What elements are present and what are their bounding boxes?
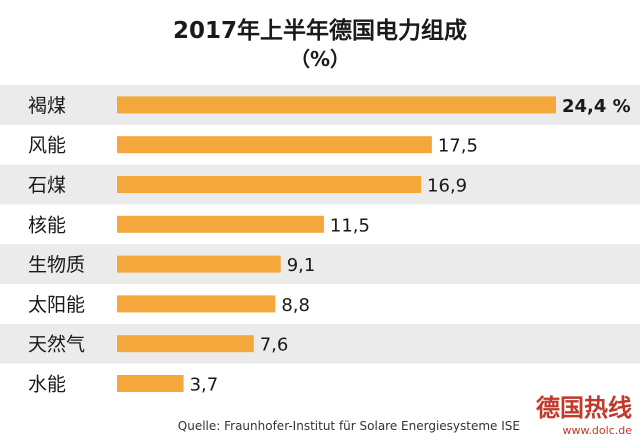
category-label: 生物质 [28, 254, 85, 276]
value-label: 16,9 [427, 176, 467, 197]
value-label: 24,4 % [562, 96, 631, 117]
bar [117, 255, 281, 273]
bar [117, 215, 324, 233]
category-label: 太阳能 [28, 294, 85, 316]
value-label: 8,8 [281, 295, 310, 316]
value-label: 9,1 [287, 255, 316, 276]
source-note: Quelle: Fraunhofer-Institut für Solare E… [178, 419, 520, 433]
value-label: 17,5 [438, 136, 478, 157]
bar [117, 96, 556, 114]
bar [117, 295, 276, 313]
category-label: 天然气 [28, 334, 85, 356]
chart-subtitle: （%） [290, 47, 350, 71]
category-label: 褐煤 [28, 95, 66, 117]
category-label: 石煤 [28, 175, 66, 197]
value-label: 7,6 [260, 335, 289, 356]
row-background [0, 244, 640, 284]
value-label: 3,7 [190, 375, 219, 396]
bar [117, 176, 422, 193]
bar [117, 136, 432, 154]
value-label: 11,5 [330, 215, 370, 236]
bar [117, 375, 184, 392]
row-background [0, 323, 640, 364]
category-label: 风能 [28, 135, 66, 157]
watermark-url: www.dolc.de [562, 424, 632, 437]
bar-series: 褐煤 24,4 % 风能 17,5 石煤 16,9 核能 11,5 生物质 9,1 太阳能 8,8 天然… [28, 95, 631, 396]
category-label: 核能 [28, 214, 66, 236]
chart-title: 2017年上半年德国电力组成 [173, 17, 467, 44]
category-label: 水能 [28, 374, 66, 396]
watermark-title: 德国热线 [536, 394, 632, 422]
bar [117, 335, 254, 353]
